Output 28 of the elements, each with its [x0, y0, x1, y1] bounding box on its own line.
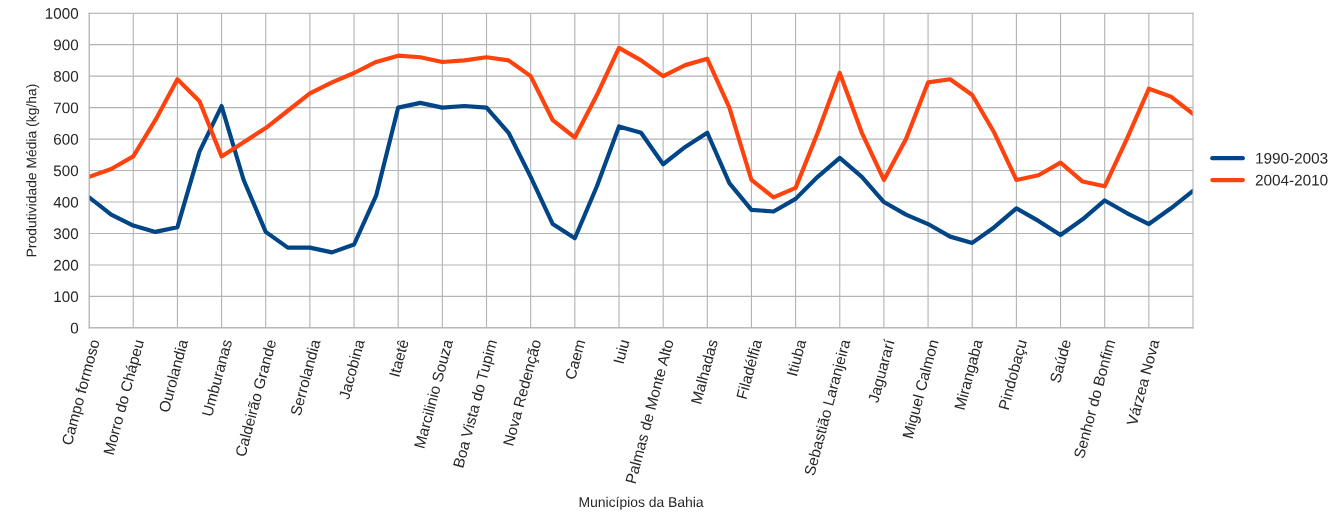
x-tick-label: Caem [564, 339, 586, 380]
y-tick-label: 100 [54, 291, 79, 303]
legend-label: 2004-2010 [1255, 174, 1328, 186]
x-tick-label: Itiuba [786, 338, 807, 376]
x-tick-label: Itaetê [388, 338, 409, 377]
x-tick-label: Campo formoso [61, 338, 103, 447]
y-tick-label: 1000 [45, 8, 79, 19]
y-tick-label: 800 [53, 71, 79, 82]
y-tick-label: 900 [53, 39, 79, 51]
y-tick-label: 200 [53, 259, 79, 271]
y-tick-label: 600 [53, 133, 79, 145]
y-tick-label: 0 [70, 322, 79, 334]
y-tick-label: 300 [53, 228, 79, 240]
x-tick-label: Iuiu [612, 339, 630, 364]
legend-label: 1990-2003 [1256, 152, 1328, 164]
y-tick-label: 400 [53, 196, 79, 208]
x-axis-title: Municípios da Bahia [579, 496, 704, 510]
x-tick-label: Várzea Nova [1125, 338, 1160, 427]
x-tick-label: Boa Vista do Tupim [452, 339, 501, 469]
x-tick-label: Senhor do Bonfim [1073, 339, 1116, 459]
y-tick-label: 500 [53, 165, 79, 177]
y-tick-label: 700 [53, 102, 79, 114]
y-axis-title: Produtividade Média (kg/ha) [26, 84, 40, 257]
x-tick-label: Saúde [1049, 338, 1072, 384]
line-series [89, 45, 1194, 200]
line-series [89, 100, 1194, 255]
x-tick-label: Miguel Calmon [902, 339, 942, 440]
x-tick-label: Morro do Chápeu [102, 339, 147, 456]
